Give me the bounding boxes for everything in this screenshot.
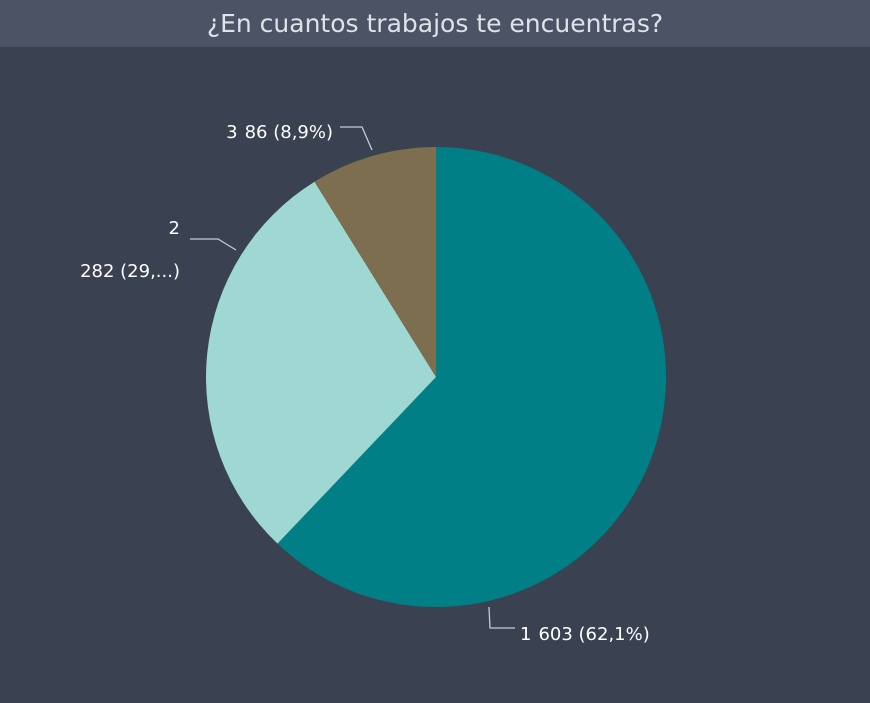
pie-slice	[206, 181, 436, 544]
pie-slice	[277, 147, 667, 607]
data-label: 2 282 (29,...)	[80, 218, 180, 282]
label-category: 2	[169, 218, 180, 239]
pie-slice	[314, 147, 436, 377]
title-bar	[0, 0, 870, 47]
label-category: 1	[520, 624, 531, 645]
label-value: 86 (8,9%)	[245, 122, 333, 143]
label-category: 3	[226, 122, 237, 143]
leader-line	[488, 606, 515, 629]
chart-title: ¿En cuantos trabajos te encuentras?	[207, 9, 663, 38]
data-label: 3 86 (8,9%)	[226, 122, 333, 143]
label-value: 603 (62,1%)	[538, 624, 649, 645]
label-value: 282 (29,...)	[80, 261, 180, 282]
data-label: 1 603 (62,1%)	[520, 624, 650, 645]
leader-line	[190, 238, 237, 251]
leader-line	[340, 126, 373, 151]
